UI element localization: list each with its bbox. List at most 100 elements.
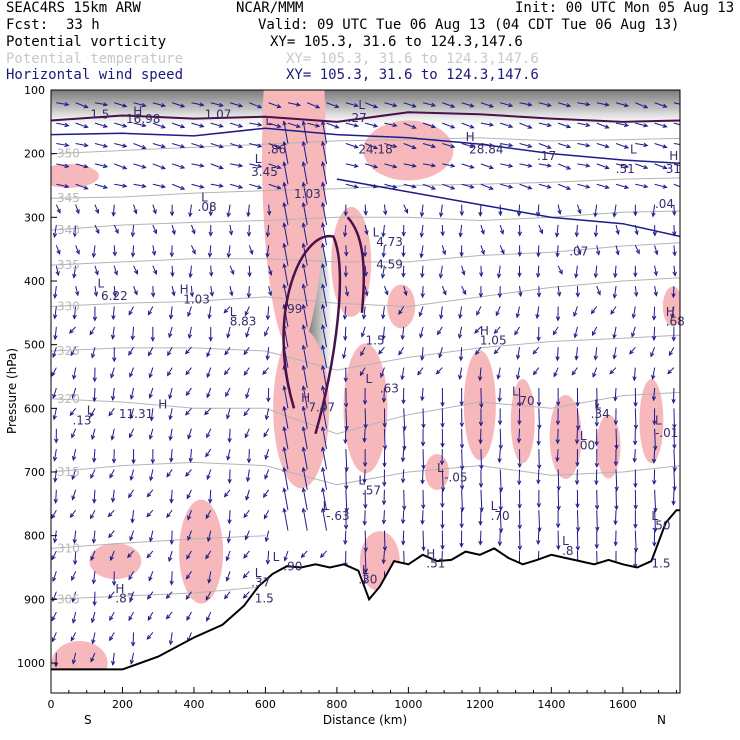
wind-vector: [189, 204, 192, 217]
wind-arrowhead: [71, 433, 76, 439]
wind-vector: [166, 591, 173, 599]
wind-arrowhead: [246, 293, 252, 299]
wind-arrowhead: [682, 124, 686, 127]
wind-vector: [268, 102, 281, 108]
wind-arrowhead: [204, 410, 209, 416]
wind-arrowhead: [591, 331, 596, 337]
wind-vector: [673, 224, 675, 236]
pv-value-label: 1.07: [205, 108, 232, 122]
wind-arrowhead: [128, 493, 133, 499]
wind-arrowhead: [450, 163, 456, 168]
wind-arrowhead: [381, 232, 386, 238]
wind-vector: [90, 408, 96, 417]
wind-vector: [499, 510, 502, 533]
wind-arrowhead: [653, 271, 658, 277]
wind-vector: [480, 245, 485, 255]
wind-vector: [73, 306, 77, 319]
wind-arrowhead: [653, 291, 658, 297]
wind-arrowhead: [498, 487, 504, 493]
wind-vector: [268, 183, 281, 189]
wind-arrowhead: [614, 444, 619, 450]
wind-arrowhead: [53, 314, 58, 320]
wind-vector: [436, 367, 443, 375]
wind-arrowhead: [64, 122, 70, 128]
wind-arrowhead: [199, 102, 205, 107]
wind-arrowhead: [585, 143, 591, 148]
wind-arrowhead: [83, 104, 89, 109]
wind-arrowhead: [343, 272, 349, 278]
wind-vector: [322, 365, 328, 389]
wind-arrowhead: [321, 161, 326, 167]
wind-arrowhead: [555, 401, 561, 407]
wind-arrowhead: [556, 545, 561, 551]
wind-vector: [70, 632, 77, 641]
wind-arrowhead: [229, 291, 234, 297]
wind-vector: [206, 387, 212, 398]
wind-arrowhead: [147, 310, 152, 316]
wind-vector: [133, 265, 138, 275]
pv-fill-patch: [510, 379, 535, 464]
pv-value-label: .07: [569, 245, 588, 259]
terrain-line: [51, 509, 680, 671]
wind-vector: [204, 407, 212, 415]
wind-arrowhead: [245, 477, 251, 483]
wind-arrowhead: [71, 455, 77, 462]
wind-arrowhead: [53, 335, 58, 341]
wind-arrowhead: [536, 503, 542, 509]
wind-arrowhead: [107, 512, 113, 518]
wind-arrowhead: [672, 271, 677, 277]
wind-arrowhead: [381, 335, 386, 341]
wind-vector: [169, 428, 173, 441]
wind-vector: [191, 163, 204, 167]
wind-arrowhead: [438, 273, 444, 279]
wind-arrowhead: [152, 209, 157, 215]
pv-value-label: .63: [380, 381, 399, 395]
wind-arrowhead: [398, 310, 403, 315]
wind-arrowhead: [392, 143, 398, 148]
wind-vector: [210, 286, 213, 296]
wind-arrowhead: [343, 402, 349, 408]
wind-arrowhead: [301, 466, 307, 472]
wind-arrowhead: [398, 350, 403, 356]
wind-arrowhead: [71, 575, 76, 582]
wind-vector: [186, 611, 192, 621]
wind-vector: [247, 204, 250, 217]
wind-arrowhead: [475, 350, 480, 356]
wind-vector: [556, 224, 559, 237]
wind-arrowhead: [593, 355, 599, 361]
wind-arrowhead: [71, 659, 77, 665]
wind-vector: [557, 469, 560, 490]
pv-value-label: .50: [651, 518, 670, 532]
wind-vector: [461, 489, 463, 512]
wind-arrowhead: [594, 441, 599, 447]
wind-arrowhead: [111, 315, 116, 321]
hl-marker-low: L: [265, 114, 272, 128]
wind-vector: [422, 143, 436, 148]
wind-arrowhead: [496, 374, 501, 380]
wind-vector: [302, 406, 308, 429]
wind-arrowhead: [282, 425, 287, 432]
wind-vector: [538, 163, 551, 167]
wind-arrowhead: [129, 414, 134, 420]
wind-arrowhead: [411, 163, 417, 168]
pv-value-label: .70: [491, 509, 510, 523]
wind-arrowhead: [517, 420, 522, 426]
wind-arrowhead: [403, 290, 408, 297]
wind-vector: [461, 142, 474, 148]
wind-vector: [302, 345, 308, 368]
wind-vector: [320, 550, 327, 558]
wind-arrowhead: [169, 580, 174, 586]
wind-arrowhead: [450, 103, 456, 108]
wind-vector: [283, 508, 289, 531]
wind-vector: [322, 284, 328, 307]
wind-arrowhead: [401, 505, 407, 511]
wind-arrowhead: [556, 291, 562, 297]
wind-arrowhead: [295, 123, 301, 128]
wind-arrowhead: [384, 290, 389, 296]
wind-vector: [267, 306, 270, 320]
wind-arrowhead: [185, 370, 190, 376]
wind-arrowhead: [419, 212, 425, 218]
wind-arrowhead: [392, 164, 398, 169]
wind-arrowhead: [168, 415, 173, 421]
wind-arrowhead: [70, 636, 75, 642]
